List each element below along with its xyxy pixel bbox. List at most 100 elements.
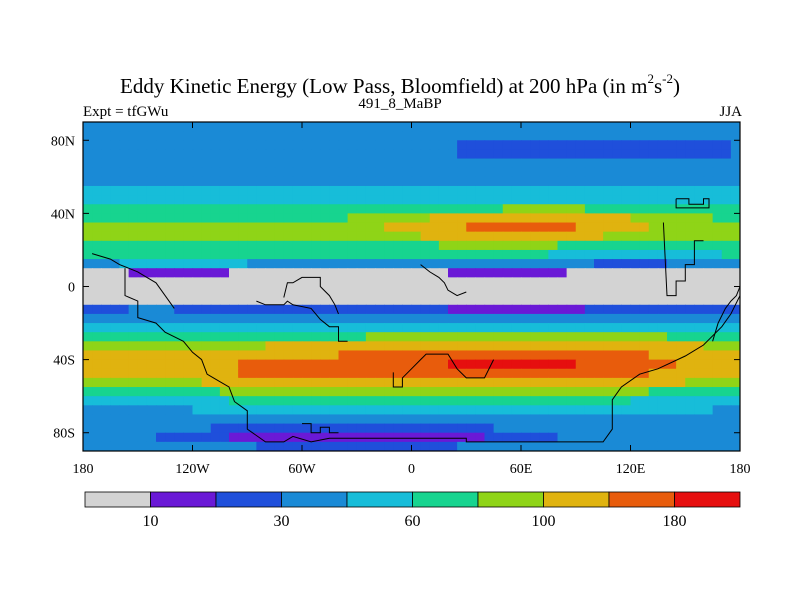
field-cell: [730, 414, 740, 425]
field-cell: [530, 122, 540, 132]
field-cell: [530, 176, 540, 187]
field-cell: [648, 332, 659, 342]
field-cell: [584, 277, 595, 288]
field-cell: [238, 259, 248, 269]
field-cell: [256, 313, 267, 324]
field-cell: [165, 432, 175, 443]
field-cell: [365, 140, 376, 151]
field-cell: [457, 341, 467, 352]
field-cell: [302, 286, 312, 297]
field-cell: [575, 185, 586, 196]
field-cell: [274, 313, 285, 324]
field-cell: [256, 405, 267, 416]
field-cell: [274, 423, 285, 434]
field-cell: [83, 185, 93, 196]
field-cell: [521, 396, 531, 406]
field-cell: [119, 204, 130, 214]
field-cell: [539, 323, 549, 333]
field-cell: [584, 423, 595, 434]
field-cell: [539, 441, 549, 451]
field-cell: [584, 167, 595, 178]
field-cell: [639, 323, 650, 333]
field-cell: [247, 387, 257, 397]
field-cell: [548, 240, 559, 251]
field-cell: [521, 140, 531, 151]
field-cell: [83, 405, 93, 416]
field-cell: [238, 158, 248, 169]
field-cell: [329, 277, 340, 288]
field-cell: [174, 359, 184, 370]
field-cell: [137, 259, 148, 269]
field-cell: [92, 286, 102, 297]
field-cell: [219, 313, 230, 324]
field-cell: [265, 231, 276, 242]
field-cell: [311, 268, 321, 278]
field-cell: [110, 304, 121, 315]
field-cell: [438, 304, 449, 315]
colorbar-label: 60: [405, 513, 421, 530]
field-cell: [575, 122, 586, 132]
field-cell: [575, 140, 586, 151]
field-cell: [557, 323, 568, 333]
field-cell: [657, 185, 668, 196]
field-cell: [165, 213, 175, 224]
field-cell: [475, 213, 486, 224]
field-cell: [192, 387, 203, 397]
field-cell: [676, 441, 686, 451]
field-cell: [119, 185, 130, 196]
field-cell: [365, 350, 376, 361]
field-cell: [320, 195, 330, 205]
field-cell: [703, 286, 714, 297]
field-cell: [457, 396, 467, 406]
field-cell: [594, 158, 604, 169]
field-cell: [621, 341, 632, 352]
field-cell: [530, 323, 540, 333]
field-cell: [694, 396, 705, 406]
field-cell: [621, 377, 632, 388]
field-cell: [83, 387, 93, 397]
field-cell: [101, 195, 111, 205]
field-cell: [201, 277, 212, 288]
field-cell: [265, 304, 276, 315]
field-cell: [566, 213, 577, 224]
field-cell: [247, 341, 257, 352]
field-cell: [174, 423, 184, 434]
field-cell: [356, 286, 367, 297]
field-cell: [557, 149, 568, 160]
field-cell: [393, 167, 403, 178]
field-cell: [402, 213, 413, 224]
field-cell: [712, 441, 723, 451]
field-cell: [667, 313, 677, 324]
field-cell: [365, 259, 376, 269]
field-cell: [493, 268, 504, 278]
field-cell: [356, 423, 367, 434]
field-cell: [584, 341, 595, 352]
field-cell: [667, 432, 677, 443]
field-cell: [146, 313, 157, 324]
field-cell: [657, 387, 668, 397]
field-cell: [92, 231, 102, 242]
field-cell: [730, 231, 740, 242]
field-cell: [420, 295, 431, 306]
field-cell: [192, 204, 203, 214]
field-cell: [667, 259, 677, 269]
field-cell: [438, 213, 449, 224]
field-cell: [457, 204, 467, 214]
field-cell: [612, 222, 622, 233]
field-cell: [448, 277, 458, 288]
field-cell: [338, 259, 349, 269]
field-cell: [174, 131, 184, 141]
field-cell: [667, 286, 677, 297]
field-cell: [594, 313, 604, 324]
field-cell: [192, 350, 203, 361]
field-cell: [539, 377, 549, 388]
field-cell: [703, 122, 714, 132]
field-cell: [448, 140, 458, 151]
field-cell: [639, 332, 650, 342]
field-cell: [156, 368, 166, 379]
field-cell: [356, 231, 367, 242]
field-cell: [329, 387, 340, 397]
field-cell: [457, 195, 467, 205]
field-cell: [311, 295, 321, 306]
field-cell: [229, 122, 239, 132]
